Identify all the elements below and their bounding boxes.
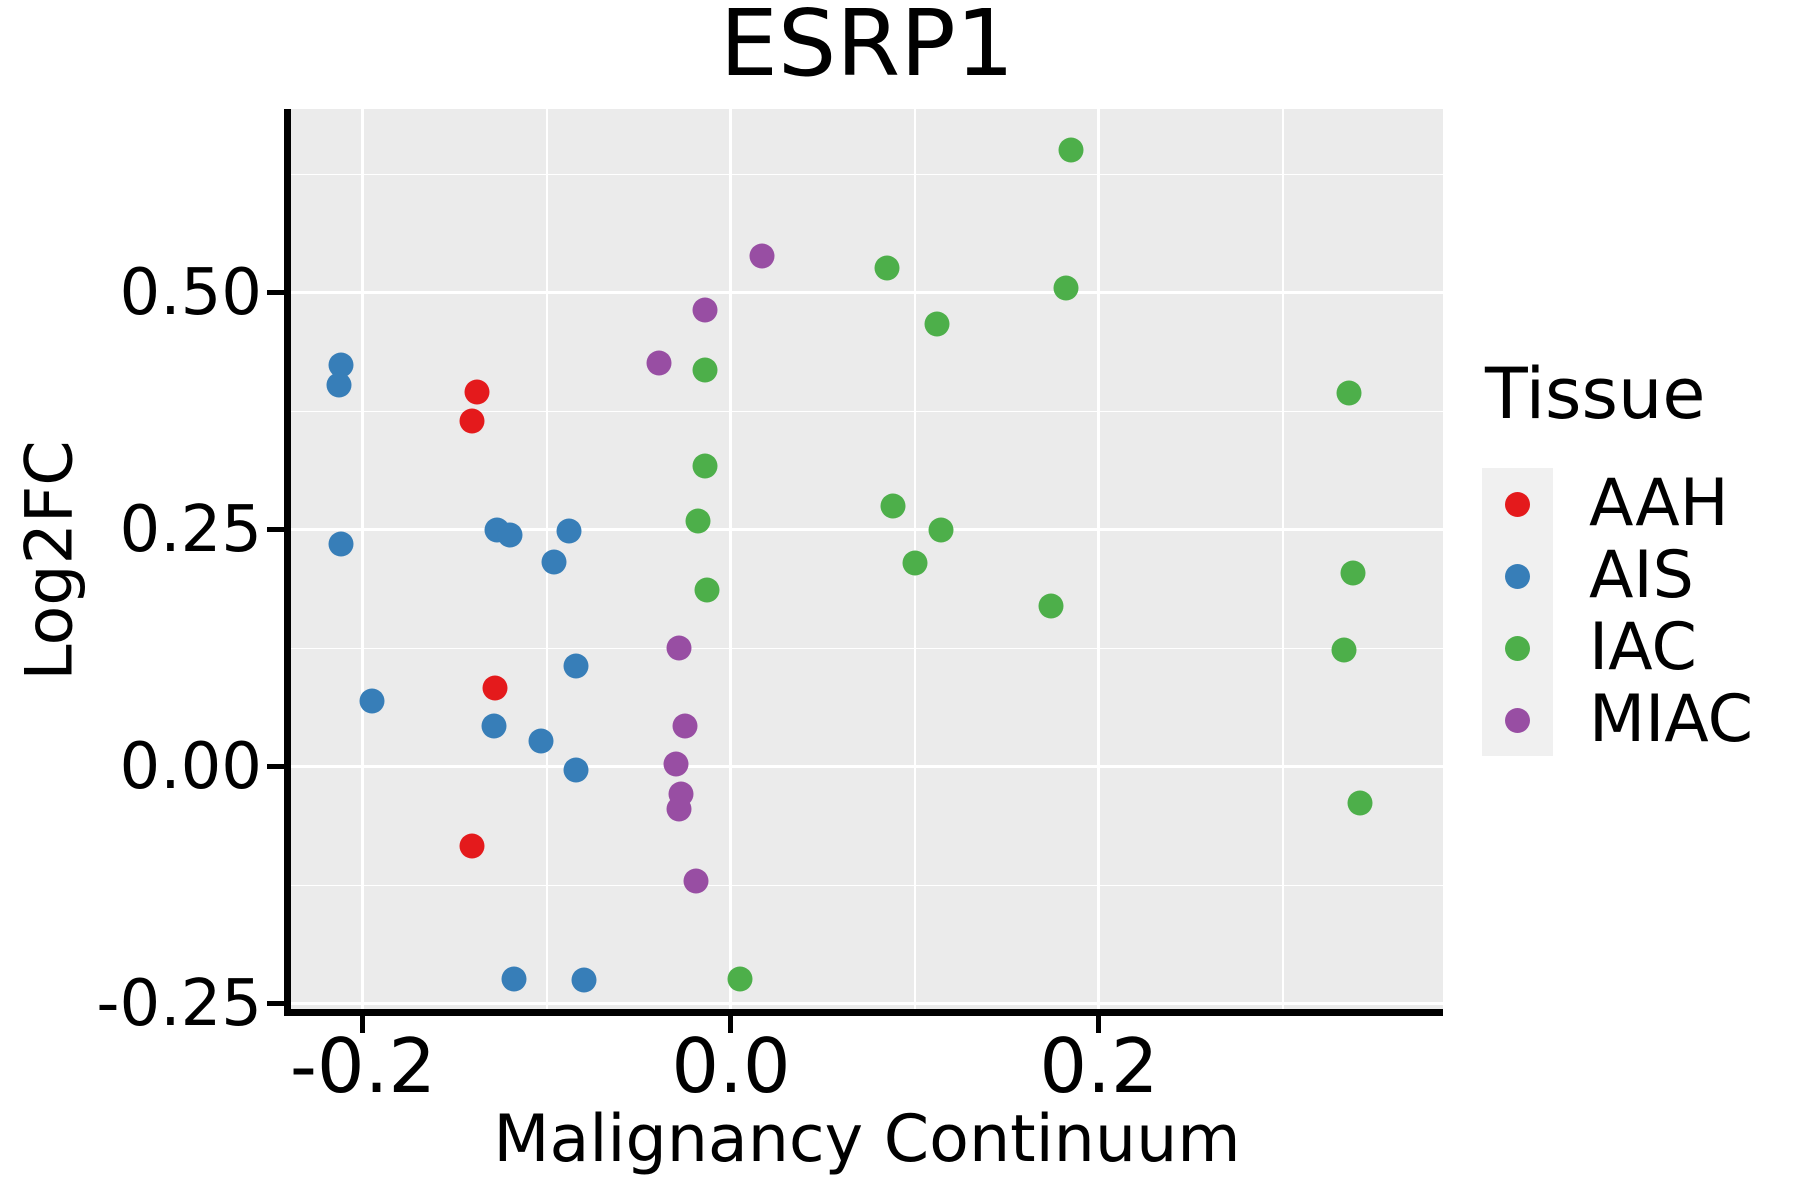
data-point-ais (556, 518, 582, 544)
ais-legend-dot (1505, 563, 1530, 589)
legend-item-ais: AIS (1482, 540, 1753, 612)
y-tick-label: 0.50 (119, 255, 263, 330)
y-tick-label: -0.25 (96, 966, 262, 1041)
legend-key (1482, 468, 1553, 540)
data-point-iac (1058, 137, 1084, 163)
data-point-aah (482, 675, 508, 701)
legend-item-label: AIS (1589, 538, 1694, 613)
minor-gridline-x (1282, 109, 1284, 1012)
x-tick-label: -0.2 (289, 1022, 437, 1110)
data-point-ais (571, 967, 597, 993)
data-point-iac (692, 357, 718, 383)
major-gridline-x (729, 109, 733, 1012)
chart-title: ESRP1 (719, 0, 1015, 97)
data-point-aah (459, 833, 485, 859)
data-point-miac (692, 297, 718, 323)
legend-item-aah: AAH (1482, 468, 1753, 540)
data-point-miac (749, 243, 775, 269)
data-point-iac (1347, 790, 1373, 816)
data-point-ais (326, 372, 352, 398)
x-tick-mark (728, 1016, 734, 1033)
major-gridline-y (291, 1002, 1443, 1006)
data-point-ais (541, 549, 567, 575)
minor-gridline-y (291, 647, 1443, 650)
data-point-ais (359, 688, 385, 714)
y-tick-mark (267, 764, 284, 770)
legend-title: Tissue (1485, 353, 1706, 435)
major-gridline-y (291, 528, 1443, 532)
legend-key (1482, 612, 1553, 684)
plot-panel (291, 109, 1443, 1012)
data-point-iac (902, 550, 928, 576)
y-tick-label: 0.25 (119, 492, 263, 567)
y-tick-label: 0.00 (119, 729, 263, 804)
miac-legend-dot (1505, 707, 1530, 733)
data-point-iac (694, 577, 720, 603)
x-tick-label: 0.0 (671, 1022, 791, 1110)
iac-legend-dot (1505, 635, 1530, 661)
major-gridline-y (291, 765, 1443, 769)
data-point-ais (497, 522, 523, 548)
y-tick-mark (267, 290, 284, 296)
data-point-iac (874, 255, 900, 281)
data-point-ais (328, 531, 354, 557)
data-point-miac (646, 350, 672, 376)
x-tick-label: 0.2 (1039, 1022, 1159, 1110)
major-gridline-y (291, 291, 1443, 295)
x-axis-label: Malignancy Continuum (493, 1102, 1241, 1177)
y-axis-line (284, 109, 291, 1016)
y-tick-mark (267, 527, 284, 533)
x-tick-mark (1096, 1016, 1102, 1033)
data-point-ais (563, 757, 589, 783)
legend-key (1482, 684, 1553, 756)
data-point-ais (563, 653, 589, 679)
legend-item-label: IAC (1589, 610, 1697, 685)
data-point-iac (692, 453, 718, 479)
data-point-iac (685, 508, 711, 534)
legend-item-label: MIAC (1589, 682, 1753, 757)
legend-items: AAH AIS IAC MIAC (1482, 468, 1753, 756)
data-point-miac (672, 713, 698, 739)
aah-legend-dot (1505, 491, 1530, 517)
major-gridline-x (1097, 109, 1101, 1012)
y-tick-mark (267, 1001, 284, 1007)
data-point-iac (1340, 560, 1366, 586)
data-point-iac (880, 493, 906, 519)
data-point-ais (501, 966, 527, 992)
data-point-miac (666, 635, 692, 661)
y-axis-label: Log2FC (12, 440, 88, 681)
major-gridline-x (361, 109, 365, 1012)
data-point-iac (1053, 275, 1079, 301)
data-point-iac (727, 966, 753, 992)
legend-key (1482, 540, 1553, 612)
data-point-miac (663, 751, 689, 777)
data-point-ais (481, 713, 507, 739)
minor-gridline-y (291, 884, 1443, 887)
data-point-miac (666, 796, 692, 822)
minor-gridline-y (291, 410, 1443, 413)
legend-item-iac: IAC (1482, 612, 1753, 684)
data-point-iac (924, 311, 950, 337)
legend-item-miac: MIAC (1482, 684, 1753, 756)
data-point-aah (459, 408, 485, 434)
legend-item-label: AAH (1589, 466, 1729, 541)
x-axis-line (284, 1009, 1443, 1016)
data-point-iac (1336, 380, 1362, 406)
minor-gridline-y (291, 173, 1443, 176)
data-point-iac (1331, 637, 1357, 663)
data-point-miac (683, 868, 709, 894)
data-point-aah (464, 379, 490, 405)
data-point-iac (1038, 593, 1064, 619)
data-point-ais (528, 728, 554, 754)
data-point-iac (928, 517, 954, 543)
legend: Tissue AAH AIS IAC MIAC (1482, 352, 1753, 756)
x-tick-mark (360, 1016, 366, 1033)
